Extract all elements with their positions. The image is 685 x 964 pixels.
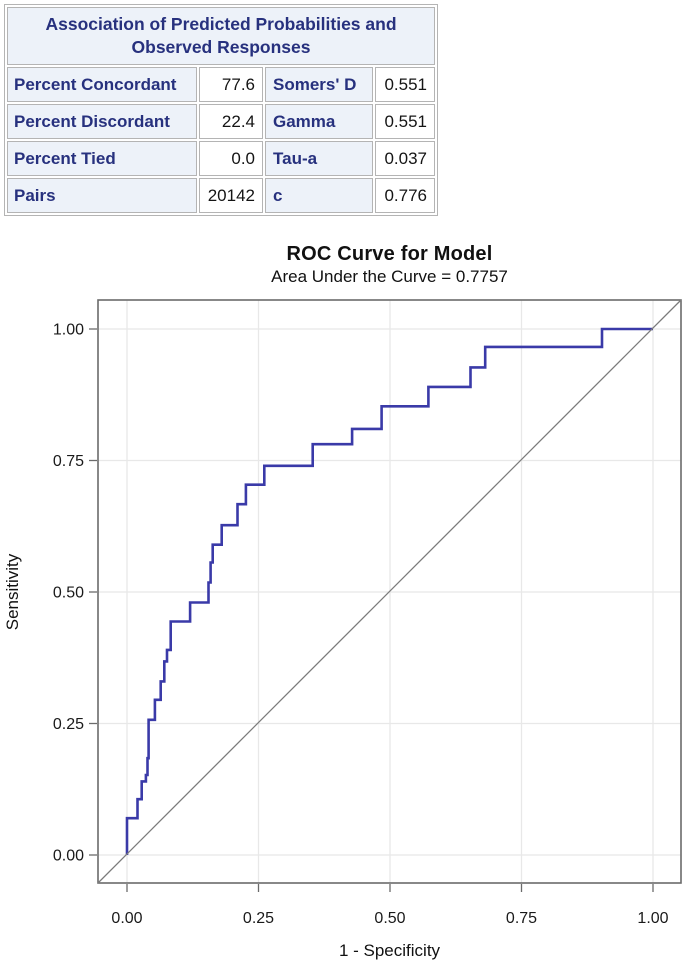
row-label: Percent Tied	[7, 141, 197, 176]
y-tick-label: 0.75	[53, 453, 84, 470]
row-value: 0.0	[199, 141, 263, 176]
x-tick-label: 0.25	[243, 910, 274, 927]
y-axis-title: Sensitivity	[3, 553, 22, 631]
row-label: Percent Concordant	[7, 67, 197, 102]
x-tick-label: 1.00	[637, 910, 668, 927]
stat-label: c	[265, 178, 373, 213]
table-title-row: Association of Predicted Probabilities a…	[7, 7, 435, 65]
stat-value: 0.776	[375, 178, 435, 213]
association-statistics-table: Association of Predicted Probabilities a…	[4, 4, 438, 216]
stat-value: 0.551	[375, 67, 435, 102]
stat-value: 0.551	[375, 104, 435, 139]
chart-subtitle: Area Under the Curve = 0.7757	[271, 267, 508, 286]
x-tick-label: 0.50	[374, 910, 405, 927]
roc-plot-svg: 0.00 0.25 0.50 0.75 1.00 0.00 0.25 0.50 0.75 1.00	[53, 299, 682, 927]
stat-label: Somers' D	[265, 67, 373, 102]
table-title: Association of Predicted Probabilities a…	[7, 7, 435, 65]
row-label: Pairs	[7, 178, 197, 213]
stat-value: 0.037	[375, 141, 435, 176]
x-tick-label: 0.00	[111, 910, 142, 927]
row-value: 22.4	[199, 104, 263, 139]
table-row: Percent Discordant 22.4 Gamma 0.551	[7, 104, 435, 139]
row-value: 77.6	[199, 67, 263, 102]
y-tick-label: 1.00	[53, 322, 84, 339]
y-tick-label: 0.25	[53, 716, 84, 733]
chart-title: ROC Curve for Model	[286, 243, 493, 265]
row-label: Percent Discordant	[7, 104, 197, 139]
x-axis-title: 1 - Specificity	[338, 941, 441, 960]
stat-label: Gamma	[265, 104, 373, 139]
row-value: 20142	[199, 178, 263, 213]
table-row: Pairs 20142 c 0.776	[7, 178, 435, 213]
table-row: Percent Tied 0.0 Tau-a 0.037	[7, 141, 435, 176]
stat-label: Tau-a	[265, 141, 373, 176]
plot-frame	[97, 299, 682, 884]
y-tick-label: 0.00	[53, 848, 84, 865]
roc-curve-line	[125, 327, 653, 855]
reference-diagonal-line	[97, 299, 682, 884]
table-row: Percent Concordant 77.6 Somers' D 0.551	[7, 67, 435, 102]
y-tick-label: 0.50	[53, 585, 84, 602]
x-tick-label: 0.75	[506, 910, 537, 927]
